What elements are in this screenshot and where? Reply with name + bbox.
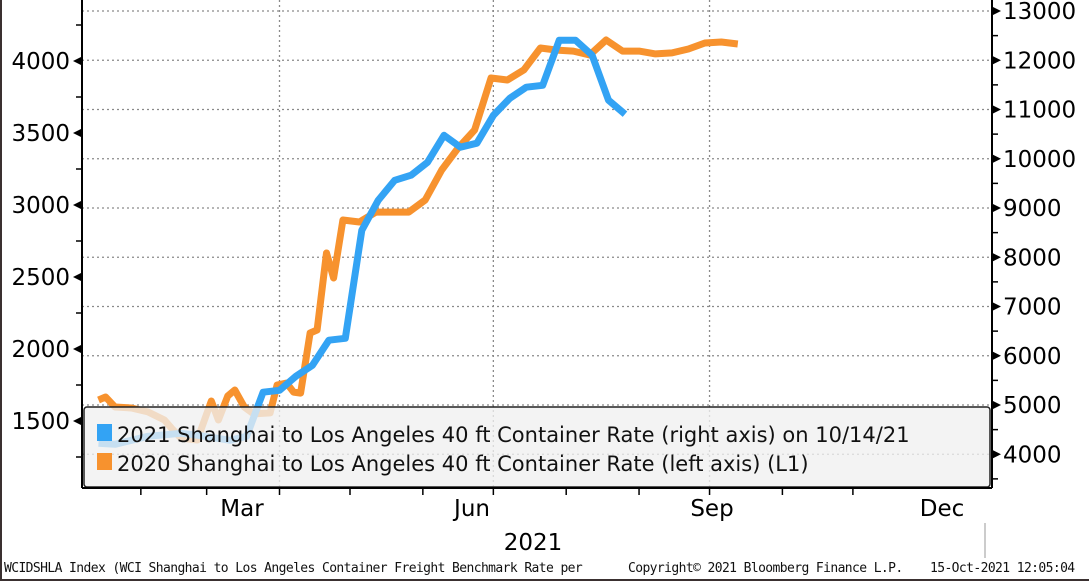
- right-axis-ticks: 4000 5000 6000 7000 8000 9000 10000 11000 12000 1…: [992, 0, 1076, 480]
- right-tick-label: 11000: [1003, 98, 1076, 124]
- x-axis-year-label: 2021: [504, 530, 563, 556]
- legend-swatch-2021: [97, 424, 112, 441]
- right-tick-label: 8000: [1003, 245, 1062, 271]
- footer-timestamp: 15-Oct-2021 12:05:04: [930, 561, 1075, 576]
- left-tick-label: 1500: [11, 409, 70, 435]
- right-tick-mark: [993, 302, 1001, 311]
- right-tick-label: 13000: [1003, 0, 1076, 25]
- left-tick-mark: [73, 273, 81, 281]
- right-tick-label: 10000: [1003, 147, 1076, 173]
- left-tick-mark: [73, 417, 81, 425]
- left-tick-label: 3000: [11, 193, 70, 219]
- left-tick-label: 3500: [11, 121, 70, 147]
- right-tick-mark: [993, 7, 1001, 15]
- axes: [81, 0, 993, 489]
- series-line-2021: [98, 36, 628, 448]
- right-tick-mark: [993, 253, 1001, 262]
- left-tick-label: 4000: [11, 49, 70, 75]
- footer-source: WCIDSHLA Index (WCI Shanghai to Los Ange…: [4, 561, 583, 576]
- footer-copyright: Copyright© 2021 Bloomberg Finance L.P.: [628, 561, 903, 576]
- right-tick-mark: [993, 105, 1001, 114]
- right-tick-label: 5000: [1003, 393, 1062, 419]
- left-tick-mark: [73, 201, 81, 209]
- right-tick-mark: [993, 401, 1001, 409]
- left-tick-mark: [73, 129, 81, 137]
- series-lines: [97, 36, 739, 448]
- x-tick-label-mar: Mar: [220, 496, 264, 522]
- right-tick-mark: [993, 56, 1001, 65]
- x-tick-label-sep: Sep: [690, 496, 733, 522]
- left-axis-ticks: 1500 2000 2500 3000 3500 4000: [11, 24, 82, 458]
- x-axis-ticks: [140, 488, 854, 495]
- legend-label-2020: 2020 Shanghai to Los Angeles 40 ft Conta…: [117, 452, 809, 476]
- right-tick-label: 12000: [1003, 48, 1076, 74]
- left-tick-mark: [73, 57, 81, 65]
- right-tick-label: 4000: [1003, 442, 1062, 468]
- right-tick-mark: [993, 154, 1001, 163]
- right-tick-mark: [993, 351, 1001, 360]
- legend-swatch-2020: [97, 453, 112, 470]
- x-tick-label-dec: Dec: [920, 496, 965, 522]
- right-tick-label: 7000: [1003, 295, 1062, 321]
- x-tick-label-jun: Jun: [452, 496, 490, 522]
- left-tick-label: 2000: [11, 337, 70, 363]
- legend: 2021 Shanghai to Los Angeles 40 ft Conta…: [83, 406, 991, 488]
- legend-label-2021: 2021 Shanghai to Los Angeles 40 ft Conta…: [117, 423, 910, 447]
- left-tick-mark: [73, 345, 81, 353]
- left-tick-label: 2500: [11, 265, 70, 291]
- right-tick-mark: [993, 204, 1001, 212]
- right-tick-label: 9000: [1003, 196, 1062, 222]
- series-line-2020: [97, 36, 739, 444]
- right-tick-label: 6000: [1003, 344, 1062, 370]
- right-tick-mark: [993, 450, 1001, 459]
